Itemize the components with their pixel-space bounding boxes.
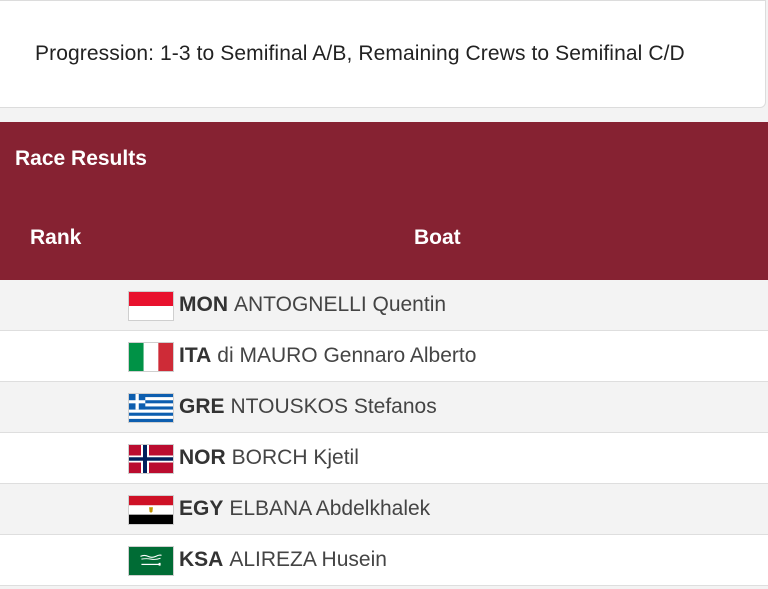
athlete-name: BORCH Kjetil bbox=[231, 446, 359, 469]
athlete: MON ANTOGNELLI Quentin bbox=[179, 293, 446, 317]
noc-code: ITA bbox=[179, 344, 212, 367]
result-row[interactable]: EGY ELBANA Abdelkhalek bbox=[0, 484, 768, 535]
noc-code: GRE bbox=[179, 395, 225, 418]
monaco-flag-icon bbox=[128, 291, 174, 321]
result-row[interactable]: NOR BORCH Kjetil bbox=[0, 433, 768, 484]
athlete: GRE NTOUSKOS Stefanos bbox=[179, 395, 437, 419]
results-list: MON ANTOGNELLI Quentin ITA di MAURO Gennar… bbox=[0, 280, 768, 586]
athlete-name: ELBANA Abdelkhalek bbox=[229, 497, 431, 520]
result-row[interactable]: GRE NTOUSKOS Stefanos bbox=[0, 382, 768, 433]
greece-flag-icon bbox=[128, 393, 174, 423]
noc-code: MON bbox=[179, 293, 228, 316]
progression-card: Progression: 1-3 to Semifinal A/B, Remai… bbox=[0, 0, 766, 108]
athlete-name: ANTOGNELLI Quentin bbox=[234, 293, 447, 316]
rank-column-header: Rank bbox=[30, 226, 82, 249]
egypt-flag-icon bbox=[128, 495, 174, 525]
result-row[interactable]: MON ANTOGNELLI Quentin bbox=[0, 280, 768, 331]
noc-code: EGY bbox=[179, 497, 224, 520]
progression-text: Progression: 1-3 to Semifinal A/B, Remai… bbox=[35, 42, 685, 65]
results-title: Race Results bbox=[15, 147, 147, 170]
result-row[interactable]: ITA di MAURO Gennaro Alberto bbox=[0, 331, 768, 382]
athlete-name: ALIREZA Husein bbox=[229, 548, 387, 571]
athlete: ITA di MAURO Gennaro Alberto bbox=[179, 344, 476, 368]
norway-flag-icon bbox=[128, 444, 174, 474]
results-header: Race Results Rank Boat bbox=[0, 122, 768, 280]
athlete: NOR BORCH Kjetil bbox=[179, 446, 359, 470]
noc-code: KSA bbox=[179, 548, 224, 571]
boat-column-header: Boat bbox=[414, 226, 461, 249]
athlete-name: di MAURO Gennaro Alberto bbox=[217, 344, 477, 367]
result-row[interactable]: KSA ALIREZA Husein bbox=[0, 535, 768, 586]
athlete-name: NTOUSKOS Stefanos bbox=[230, 395, 437, 418]
noc-code: NOR bbox=[179, 446, 226, 469]
athlete: KSA ALIREZA Husein bbox=[179, 548, 387, 572]
athlete: EGY ELBANA Abdelkhalek bbox=[179, 497, 430, 521]
italy-flag-icon bbox=[128, 342, 174, 372]
saudi-arabia-flag-icon bbox=[128, 546, 174, 576]
